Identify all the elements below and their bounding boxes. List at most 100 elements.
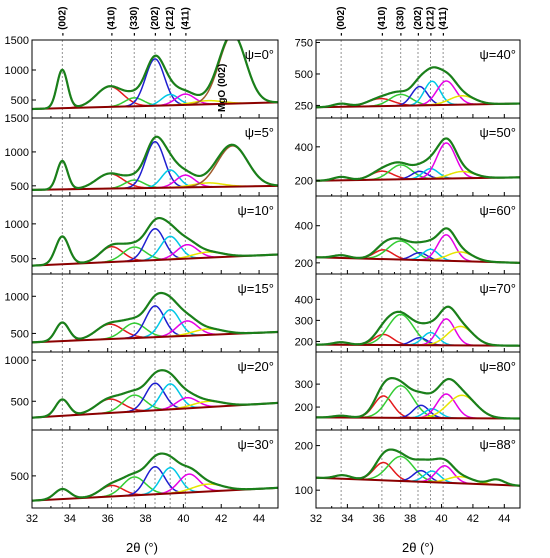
psi-label: ψ=30°	[237, 437, 274, 452]
component-peak-p212	[406, 80, 458, 107]
peak-header-label: - (202)	[413, 7, 424, 36]
component-peak-p330	[97, 394, 171, 415]
peak-header-label: - (330)	[129, 7, 140, 36]
y-tick-label: 200	[295, 402, 313, 414]
component-peak-p411	[155, 473, 223, 495]
panel-right-2: 200 400 ψ=60°	[295, 195, 521, 275]
x-axis-title-left: 2θ (°)	[126, 540, 158, 555]
x-axis-title-right: 2θ (°)	[402, 540, 434, 555]
x-tick-label: 34	[341, 513, 353, 525]
x-tick-label: 44	[498, 513, 510, 525]
peak-header-label: - (002)	[336, 7, 347, 36]
x-tick-label: 32	[26, 513, 38, 525]
component-peak-p202	[394, 85, 445, 107]
y-tick-label: 500	[11, 471, 29, 483]
component-peak-p212	[405, 331, 456, 347]
peak-header-label: - (411)	[180, 7, 191, 36]
peak-header-label: - (202)	[150, 7, 161, 36]
x-tick-label: 40	[177, 513, 189, 525]
envelope-curve	[32, 40, 278, 111]
psi-label: ψ=70°	[479, 281, 516, 296]
background-line	[32, 184, 278, 191]
psi-label: ψ=88°	[479, 437, 516, 452]
curves	[32, 216, 278, 267]
psi-label: ψ=60°	[479, 203, 516, 218]
component-peak-p411	[417, 465, 473, 485]
panel-right-5: 100 200 ψ=88° 32 34 36 38 40 42 44	[295, 429, 521, 525]
envelope-curve	[316, 137, 520, 182]
y-tick-label: 300	[295, 315, 313, 327]
y-tick-label: 500	[11, 396, 29, 408]
background-line	[316, 476, 520, 487]
psi-label: ψ=0°	[245, 47, 274, 62]
peak-header-label: - (212)	[165, 7, 176, 36]
curves	[32, 452, 278, 502]
peak-header-left: - (002) - (410) - (330) - (202) - (212) - (41…	[57, 7, 191, 36]
component-peak-p202	[124, 227, 186, 263]
y-tick-label: 200	[295, 441, 313, 453]
component-peak-p212	[407, 470, 458, 484]
x-tick-label: 42	[467, 513, 479, 525]
y-tick-label: 100	[295, 485, 313, 497]
component-peak-p212	[405, 248, 456, 262]
component-peak-p202	[124, 140, 186, 189]
component-peak-p411	[153, 396, 221, 412]
panel-left-5: 500 ψ=30° 32 34 36 38 40 42 44	[11, 429, 279, 525]
psi-label: ψ=5°	[245, 125, 274, 140]
y-tick-label: 400	[295, 142, 313, 154]
panel-right-3: 200 300 400 ψ=70°	[295, 273, 521, 353]
curves	[316, 305, 520, 347]
y-tick-label: 250	[295, 100, 313, 112]
y-tick-label: 500	[11, 181, 29, 193]
curves	[316, 227, 520, 264]
envelope-curve	[316, 448, 520, 487]
curves	[32, 291, 278, 344]
panel-left-0: 500 1000 1500 ψ=0° MgO (002)	[5, 35, 279, 119]
y-tick-label: 300	[295, 379, 313, 391]
psi-label: ψ=15°	[237, 281, 274, 296]
x-tick-label: 36	[373, 513, 385, 525]
peak-header-label: - (410)	[377, 7, 388, 36]
component-peak-p411	[153, 320, 221, 338]
x-tick-label: 38	[404, 513, 416, 525]
y-tick-label: 750	[295, 38, 313, 50]
component-peak-p330	[97, 246, 171, 264]
component-peak-p411	[153, 243, 221, 261]
panel-left-3: 500 1000 ψ=15°	[5, 273, 279, 353]
y-tick-label: 1000	[5, 291, 29, 303]
y-tick-label: 200	[295, 176, 313, 188]
component-peak-p202	[124, 465, 186, 497]
panel-right-0: 250 500 750 ψ=40°	[295, 38, 521, 119]
peak-header-label: - (330)	[396, 7, 407, 36]
curves	[32, 40, 278, 111]
y-tick-label: 400	[295, 221, 313, 233]
background-line	[316, 256, 520, 264]
envelope-curve	[316, 377, 520, 420]
x-tick-label: 38	[139, 513, 151, 525]
psi-label: ψ=20°	[237, 359, 274, 374]
component-peak-p411	[418, 234, 474, 263]
component-peak-p411	[416, 142, 477, 180]
y-tick-label: 1000	[5, 355, 29, 367]
y-tick-label: 400	[295, 294, 313, 306]
panel-left-2: 500 1000 ψ=10°	[5, 195, 279, 275]
envelope-curve	[32, 135, 278, 191]
component-peak-p411	[416, 393, 477, 419]
psi-label: ψ=80°	[479, 359, 516, 374]
y-tick-label: 1000	[5, 147, 29, 159]
curves	[316, 377, 520, 420]
panel-left-1: 500 1000 1500 ψ=5°	[5, 113, 279, 197]
background-line	[32, 486, 278, 502]
x-tick-label: 36	[102, 513, 114, 525]
y-tick-label: 1500	[5, 35, 29, 47]
curves	[32, 369, 278, 419]
x-tick-label: 32	[310, 513, 322, 525]
psi-label: ψ=40°	[479, 47, 516, 62]
component-peak-p411	[154, 174, 216, 189]
component-peak-p330	[97, 322, 171, 341]
y-tick-label: 500	[295, 69, 313, 81]
panel-right-1: 200 400 ψ=50°	[295, 117, 521, 197]
curves	[316, 66, 520, 109]
